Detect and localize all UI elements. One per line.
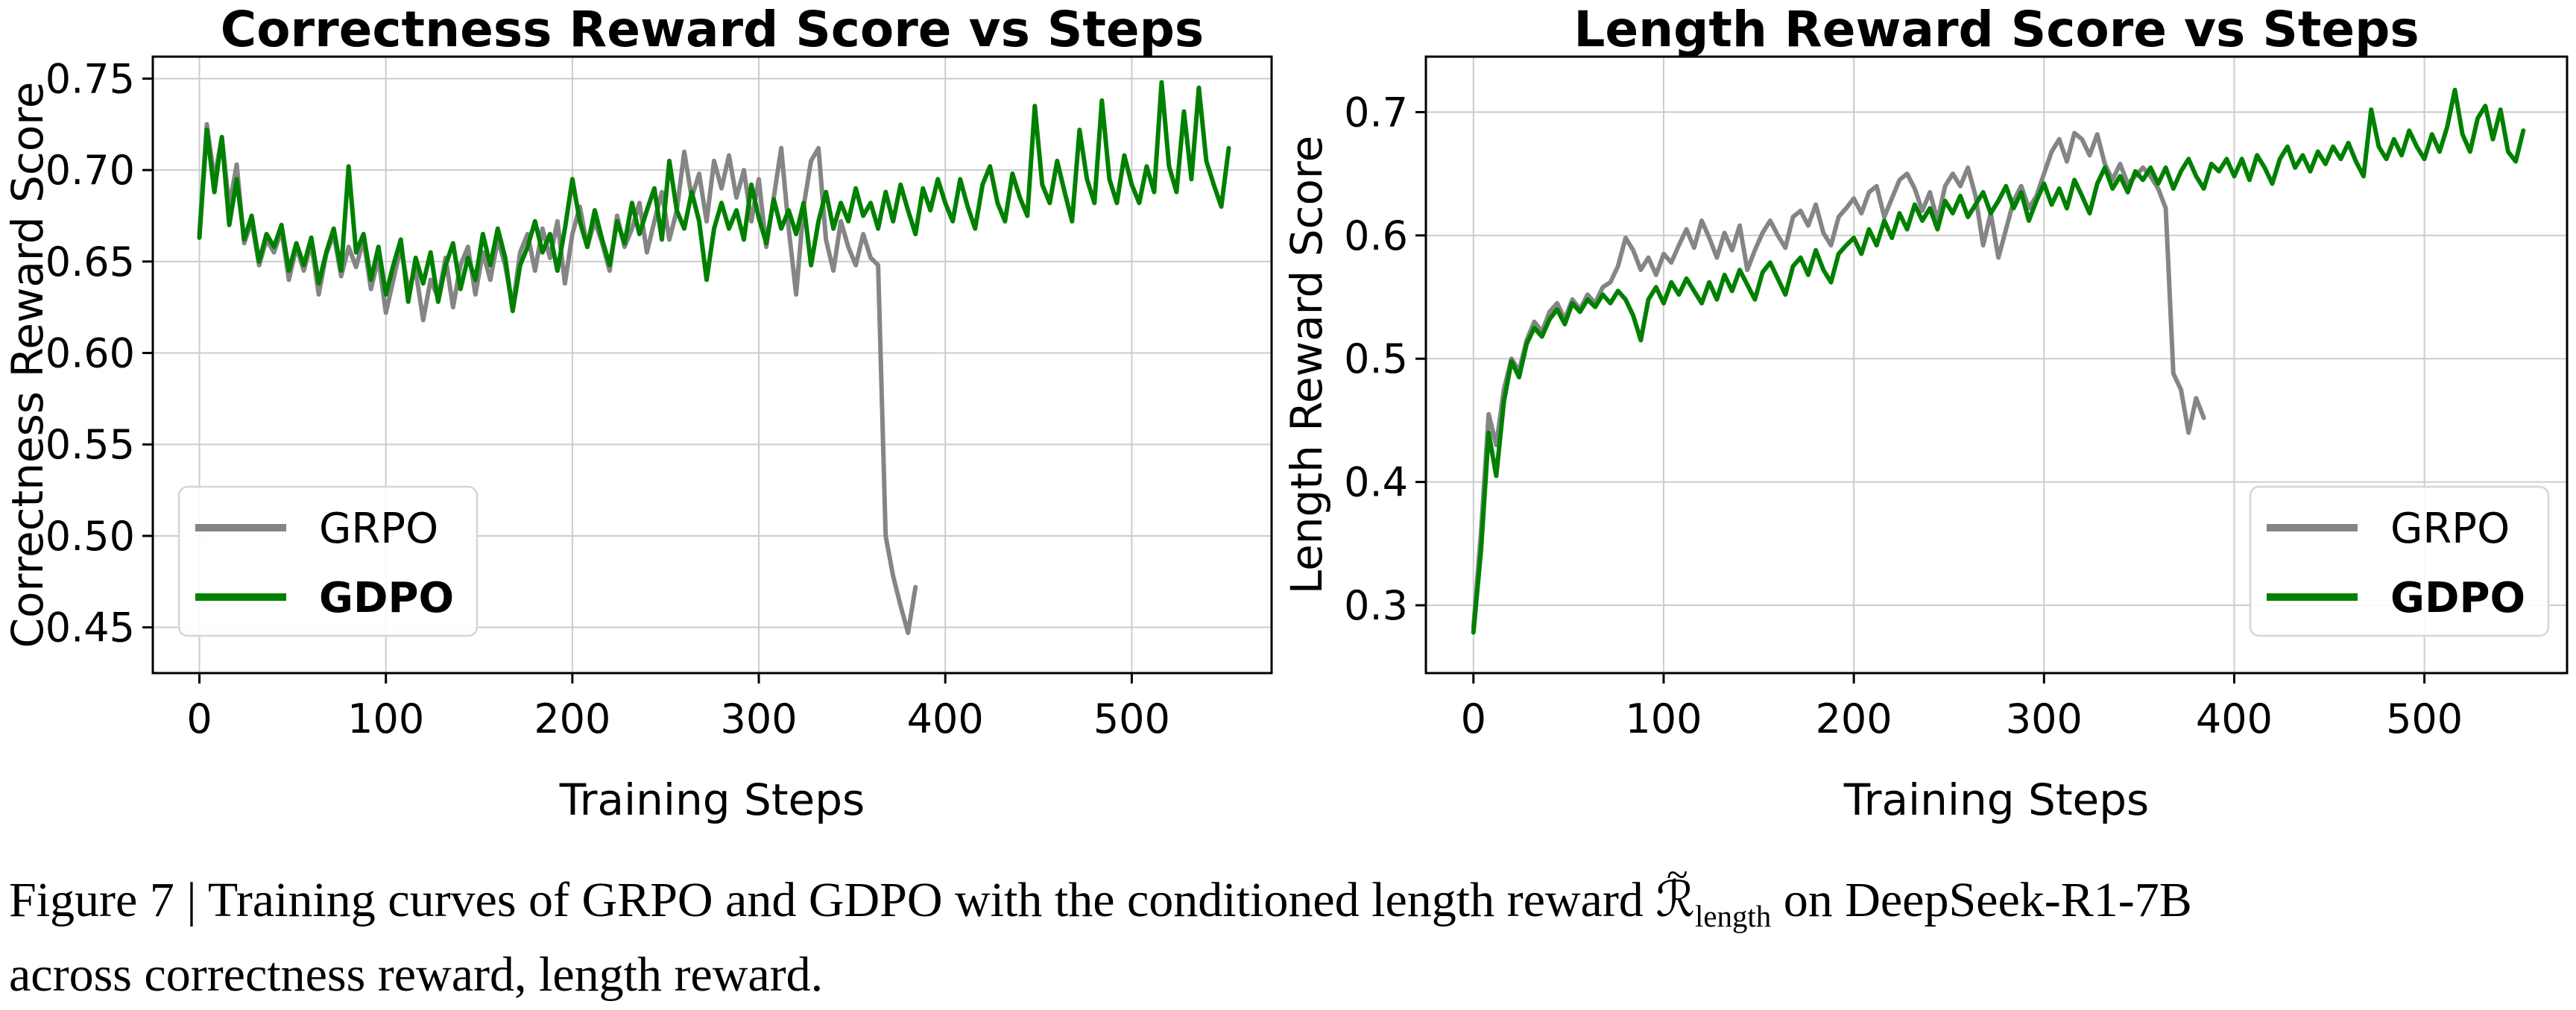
math-R-tilde: ~ ℛ [1655, 853, 1695, 935]
plot-border [1424, 55, 2569, 675]
correctness-chart-svg: 0 100 200 300 400 500 0.45 0.50 0.55 0.60 0.65 0.70… [2, 1, 1273, 825]
axis-ticks: 0 100 200 300 400 500 0.45 0.50 0.55 0.60 0.65 0.70… [45, 55, 1170, 742]
y-tick-label: 0.50 [45, 513, 135, 560]
grpo-line [197, 121, 918, 635]
y-tick-label: 0.7 [1344, 89, 1408, 136]
length-chart-svg: 0 100 200 300 400 500 0.3 0.4 0.5 0.6 0.7 Length Re… [1288, 1, 2569, 825]
x-tick-label: 100 [1625, 695, 1702, 742]
y-tick-label: 0.45 [45, 605, 135, 651]
legend: GRPO GDPO [2249, 485, 2550, 637]
axis-ticks: 0 100 200 300 400 500 0.3 0.4 0.5 0.6 0.7 [1344, 89, 2463, 742]
x-tick-label: 400 [2196, 695, 2273, 742]
gdpo-line [197, 80, 1231, 314]
chart-title: Length Reward Score vs Steps [1573, 1, 2419, 58]
grpo-line [1471, 130, 2206, 630]
x-tick-label: 500 [2386, 695, 2463, 742]
y-tick-label: 0.6 [1344, 212, 1408, 259]
chart-title: Correctness Reward Score vs Steps [221, 1, 1204, 58]
y-tick-label: 0.4 [1344, 459, 1408, 506]
caption-line-2: across correctness reward, length reward… [9, 947, 824, 1003]
caption-line-1: Figure 7 | Training curves of GRPO and G… [9, 853, 2567, 939]
x-axis-label: Training Steps [559, 774, 865, 825]
gdpo-line [1471, 87, 2526, 635]
y-tick-label: 0.5 [1344, 335, 1408, 382]
y-axis-label: Length Reward Score [1288, 136, 1332, 594]
x-tick-label: 200 [534, 695, 610, 742]
x-axis-label: Training Steps [1843, 774, 2150, 825]
x-tick-label: 400 [907, 695, 984, 742]
y-tick-label: 0.55 [45, 421, 135, 468]
y-axis-label: Correctness Reward Score [2, 82, 53, 648]
charts-row: 0 100 200 300 400 500 0.45 0.50 0.55 0.60 0.65 0.70… [0, 0, 2576, 857]
legend-label-grpo: GRPO [319, 505, 438, 553]
legend: GRPO GDPO [177, 485, 479, 637]
x-tick-label: 300 [2006, 695, 2083, 742]
legend-label-gdpo: GDPO [2390, 574, 2525, 622]
math-tilde: ~ [1666, 853, 1688, 897]
legend-label-grpo: GRPO [2390, 505, 2510, 553]
math-script-R: ℛ [1655, 873, 1695, 927]
correctness-chart: 0 100 200 300 400 500 0.45 0.50 0.55 0.60 0.65 0.70… [0, 0, 1288, 857]
x-tick-label: 300 [721, 695, 798, 742]
y-tick-label: 0.70 [45, 147, 135, 194]
y-tick-label: 0.75 [45, 55, 135, 102]
x-tick-label: 0 [186, 695, 212, 742]
plot-border [151, 55, 1273, 675]
x-tick-label: 200 [1816, 695, 1892, 742]
x-tick-label: 0 [1461, 695, 1486, 742]
x-tick-label: 100 [347, 695, 424, 742]
caption-text-before-math: Figure 7 | Training curves of GRPO and G… [9, 873, 1656, 927]
figure-caption: Figure 7 | Training curves of GRPO and G… [0, 853, 2576, 1010]
y-tick-label: 0.60 [45, 330, 135, 377]
x-tick-label: 500 [1093, 695, 1170, 742]
y-tick-label: 0.65 [45, 239, 135, 285]
y-tick-label: 0.3 [1344, 582, 1408, 629]
legend-label-gdpo: GDPO [319, 574, 454, 622]
caption-text-after-math: on DeepSeek-R1-7B [1771, 873, 2192, 927]
length-chart: 0 100 200 300 400 500 0.3 0.4 0.5 0.6 0.7 Length Re… [1288, 0, 2576, 857]
math-subscript: length [1694, 900, 1772, 934]
